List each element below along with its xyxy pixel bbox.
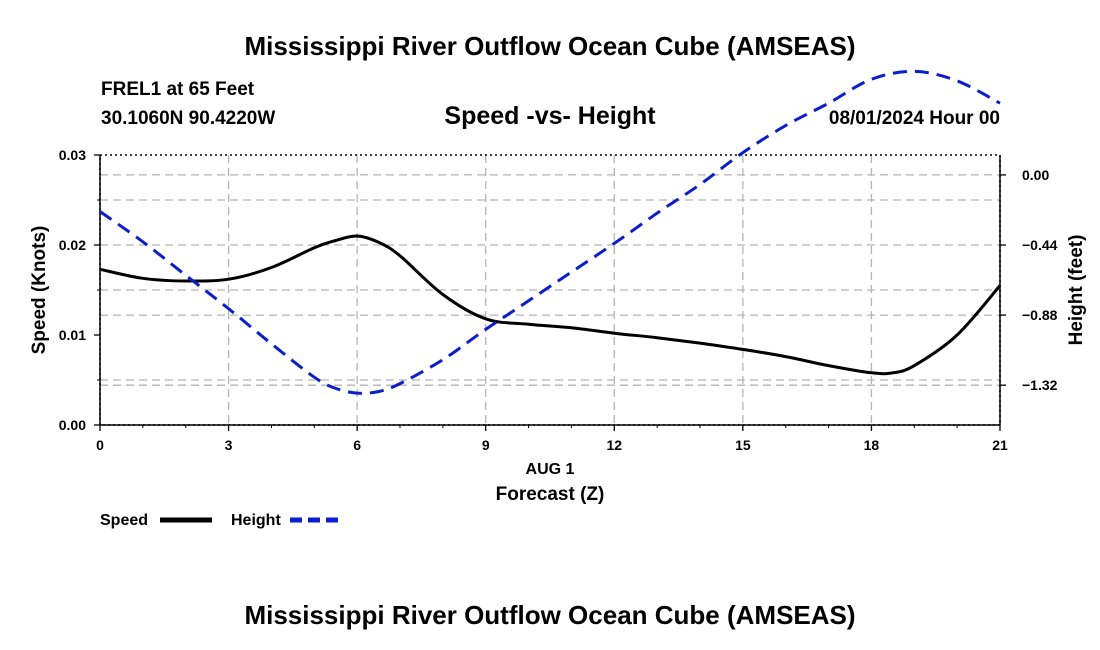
x-tick-label: 0: [96, 437, 104, 453]
x-tick-label: 21: [992, 437, 1008, 453]
y2-tick-label: −0.44: [1022, 237, 1058, 253]
x-tick-label: 12: [606, 437, 622, 453]
chart-title: Speed -vs- Height: [444, 102, 656, 130]
legend-height-label: Height: [231, 512, 281, 529]
y2-tick-label: −0.88: [1022, 307, 1058, 323]
y-tick-label: 0.00: [59, 417, 86, 433]
data-series: [99, 69, 1002, 395]
x-axis-ticks: 0 3 6 9 12 15 18 21: [96, 425, 1008, 453]
y-axis-label: Speed (Knots): [29, 226, 50, 355]
x-tick-label: 6: [353, 437, 361, 453]
y-tick-label: 0.02: [59, 237, 86, 253]
coords-label: 30.1060N 90.4220W: [101, 108, 275, 129]
y2-axis-ticks: 0.00 −0.44 −0.88 −1.32: [1000, 167, 1058, 393]
y2-tick-label: −1.32: [1022, 377, 1058, 393]
page-title-bottom: Mississippi River Outflow Ocean Cube (AM…: [244, 600, 855, 630]
page-title-top: Mississippi River Outflow Ocean Cube (AM…: [244, 31, 855, 61]
x-tick-label: 15: [735, 437, 751, 453]
speed-series-line: [99, 234, 1002, 376]
datetime-label: 08/01/2024 Hour 00: [829, 108, 1000, 129]
x-axis-label: Forecast (Z): [496, 484, 605, 505]
y2-axis-label: Height (feet): [1066, 235, 1087, 346]
station-label: FREL1 at 65 Feet: [101, 79, 255, 100]
legend: Speed Height: [100, 512, 342, 529]
x-sublabel: AUG 1: [526, 461, 575, 478]
x-tick-label: 18: [864, 437, 880, 453]
x-tick-label: 3: [225, 437, 233, 453]
y-axis-ticks: 0.00 0.01 0.02 0.03: [59, 147, 100, 433]
x-tick-label: 9: [482, 437, 490, 453]
y2-tick-label: 0.00: [1022, 167, 1049, 183]
height-series-line: [99, 69, 1001, 395]
grid-lines: [100, 155, 1000, 425]
y-tick-label: 0.01: [59, 327, 86, 343]
legend-speed-label: Speed: [100, 512, 148, 529]
y-tick-label: 0.03: [59, 147, 86, 163]
